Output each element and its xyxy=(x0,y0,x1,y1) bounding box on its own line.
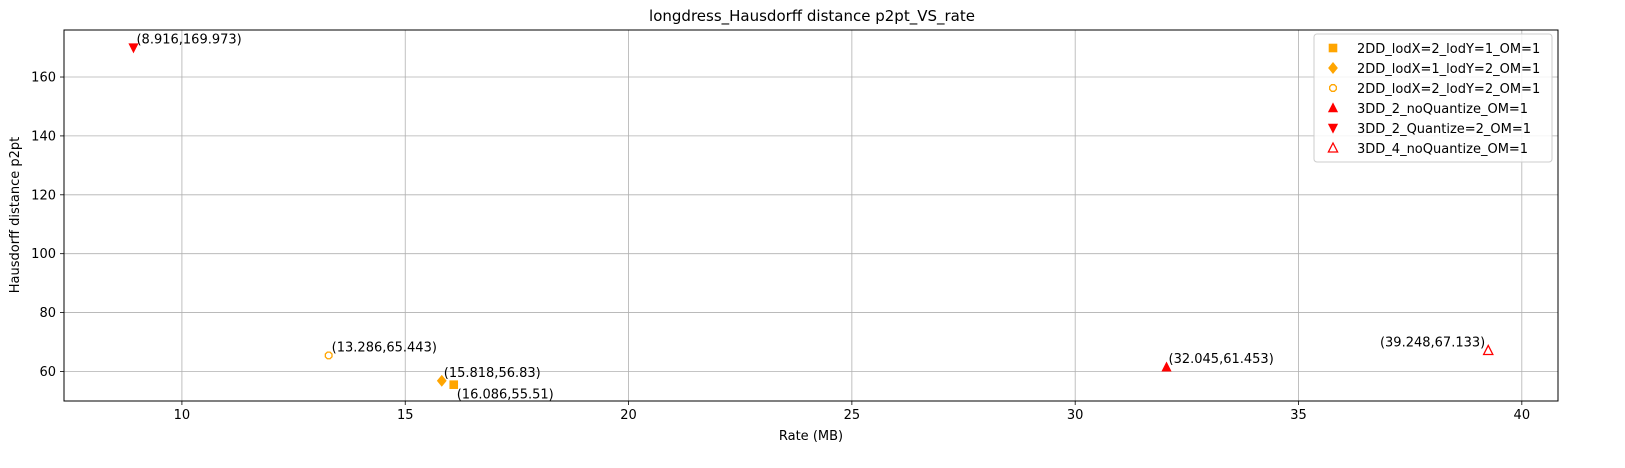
data-label: (8.916,169.973) xyxy=(136,33,241,48)
legend-label: 2DD_lodX=1_lodY=2_OM=1 xyxy=(1357,62,1540,77)
y-tick-label: 160 xyxy=(31,71,56,86)
data-point xyxy=(449,380,459,389)
y-axis-title: Hausdorff distance p2pt xyxy=(8,137,23,293)
data-label: (16.086,55.51) xyxy=(457,388,554,403)
legend-label: 3DD_4_noQuantize_OM=1 xyxy=(1357,142,1528,157)
legend-frame xyxy=(1313,33,1553,163)
x-tick-label: 15 xyxy=(397,408,414,423)
legend-marker xyxy=(1328,62,1338,74)
legend-label: 3DD_2_noQuantize_OM=1 xyxy=(1357,102,1528,117)
y-tick-label: 140 xyxy=(31,129,56,144)
y-tick-label: 80 xyxy=(39,306,56,321)
x-tick-label: 25 xyxy=(844,408,861,423)
legend-marker xyxy=(1327,102,1339,113)
x-tick-label: 20 xyxy=(620,408,637,423)
grid xyxy=(64,30,1558,401)
data-point xyxy=(436,374,447,387)
axis-ticks: 10 15 20 25 30 35 40 60 80 100 120 140 160 xyxy=(31,71,1530,423)
legend: 2DD_lodX=2_lodY=1_OM=1 2DD_lodX=1_lodY=2_… xyxy=(1313,33,1553,163)
chart-title: longdress_Hausdorff distance p2pt_VS_rat… xyxy=(649,7,975,26)
legend-marker xyxy=(1329,84,1337,92)
data-point xyxy=(324,351,333,360)
data-point xyxy=(128,43,139,54)
data-point xyxy=(1482,344,1494,356)
legend-marker xyxy=(1327,141,1339,153)
x-tick-label: 40 xyxy=(1514,408,1531,423)
x-tick-label: 35 xyxy=(1290,408,1307,423)
data-annotations: (16.086,55.51) (15.818,56.83) (13.286,65.4… xyxy=(136,33,1485,403)
legend-marker xyxy=(1328,43,1338,53)
data-label: (32.045,61.453) xyxy=(1169,352,1274,367)
y-tick-label: 120 xyxy=(31,188,56,203)
data-markers xyxy=(128,43,1494,389)
data-label: (13.286,65.443) xyxy=(332,340,437,355)
x-tick-label: 30 xyxy=(1067,408,1084,423)
legend-label: 2DD_lodX=2_lodY=2_OM=1 xyxy=(1357,82,1540,97)
legend-marker xyxy=(1327,123,1339,134)
data-label: (15.818,56.83) xyxy=(444,366,541,381)
legend-label: 2DD_lodX=2_lodY=1_OM=1 xyxy=(1357,42,1540,57)
data-point xyxy=(1161,361,1172,372)
data-label: (39.248,67.133) xyxy=(1380,335,1485,350)
legend-label: 3DD_2_Quantize=2_OM=1 xyxy=(1357,122,1531,137)
plot-frame xyxy=(63,29,1559,402)
y-tick-label: 100 xyxy=(31,247,56,262)
x-tick-label: 10 xyxy=(174,408,191,423)
y-tick-label: 60 xyxy=(39,365,56,380)
x-axis-title: Rate (MB) xyxy=(779,429,843,444)
